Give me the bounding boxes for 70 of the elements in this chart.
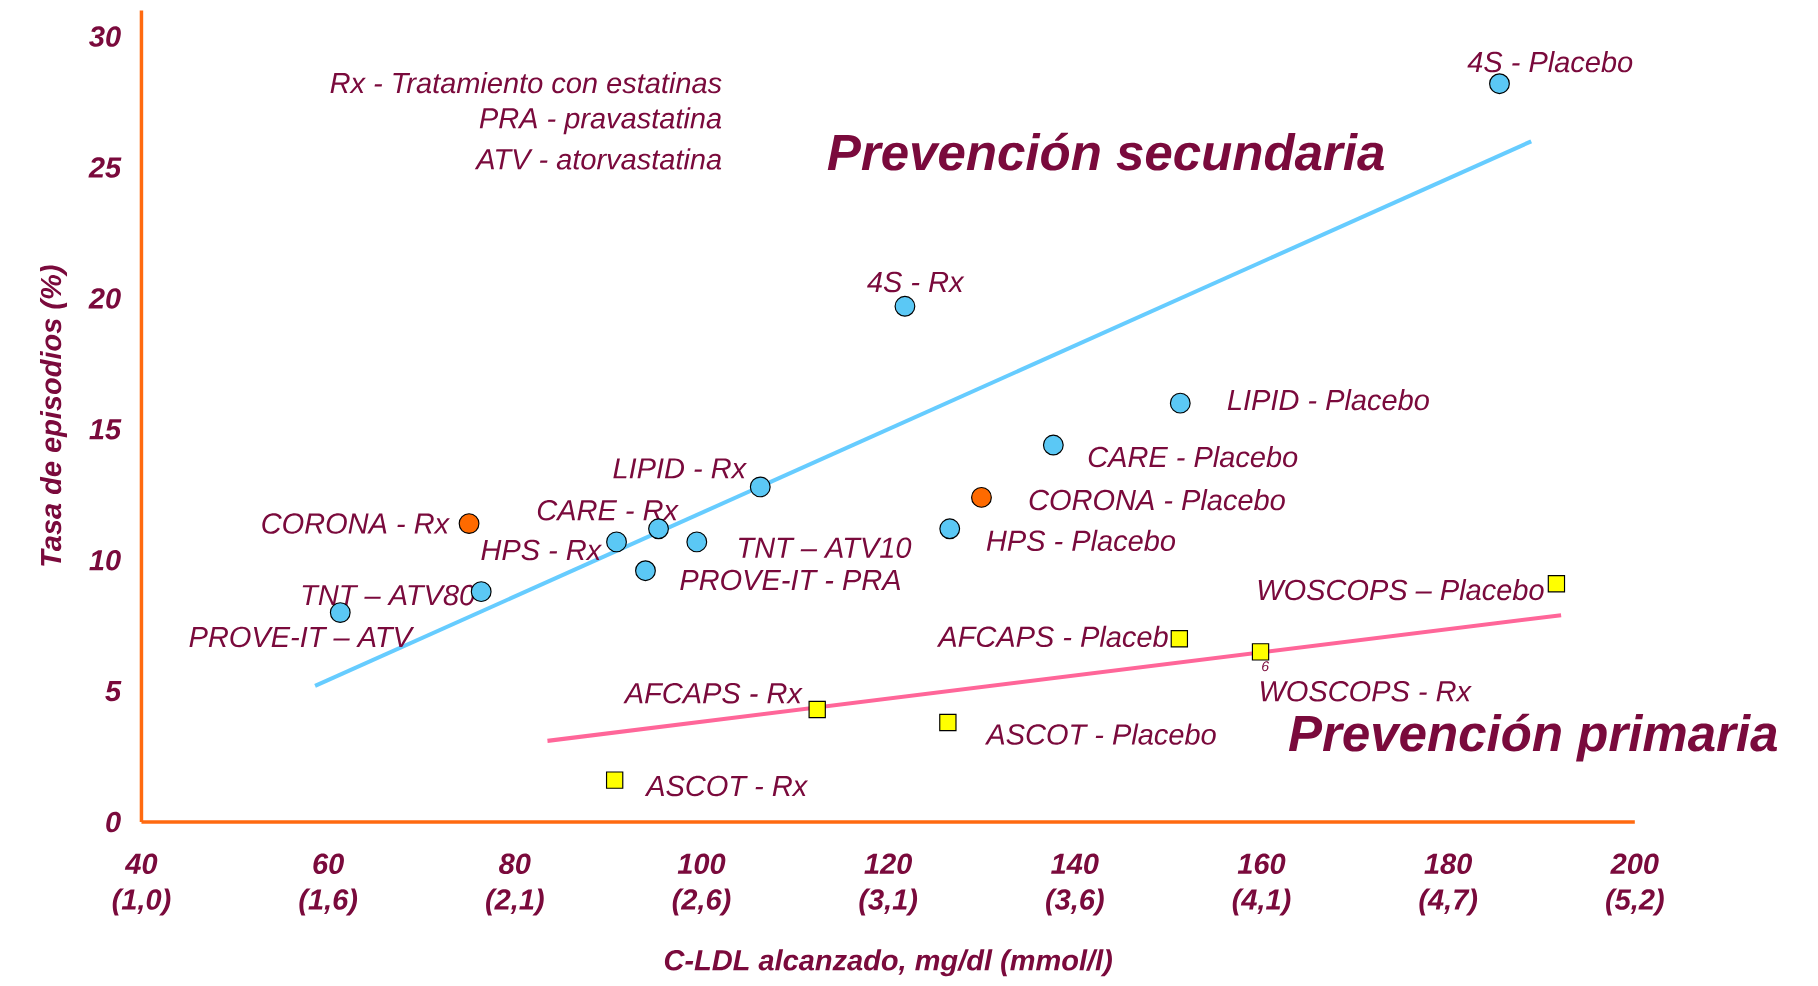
y-axis-title: Tasa de episodios (%) bbox=[39, 265, 68, 567]
text: (2,1) bbox=[486, 888, 544, 916]
y-tick-label: 0 bbox=[106, 812, 121, 833]
annotation: AFCAPS - Placeb bbox=[936, 626, 1168, 648]
text: (4,7) bbox=[1419, 888, 1478, 916]
annotation: HPS - Placebo bbox=[986, 529, 1176, 552]
annotation: ASCOT - Rx bbox=[644, 775, 809, 797]
annotation: PRA - pravastatina bbox=[479, 107, 722, 135]
x-tick-label: 80 bbox=[499, 853, 531, 875]
annotation: LIPID - Placebo bbox=[1227, 389, 1429, 411]
annotation: Prevención primaria bbox=[1288, 713, 1777, 762]
point bbox=[1042, 434, 1064, 456]
annotation: Prevención secundaria bbox=[827, 132, 1384, 171]
annotation: 4S - Rx bbox=[867, 271, 965, 293]
point bbox=[1251, 643, 1270, 661]
annotation: LIPID - Rx bbox=[613, 458, 747, 479]
annotation: Rx - Tratamiento con estatinas bbox=[330, 72, 722, 94]
point bbox=[686, 531, 708, 553]
annotation: WOSCOPS - Rx bbox=[1260, 681, 1472, 702]
y-tick-label: 30 bbox=[89, 26, 121, 48]
annotation: HPS - Rx bbox=[481, 539, 603, 561]
point bbox=[1489, 73, 1510, 95]
text: (1,0) bbox=[112, 888, 171, 916]
text: (3,1) bbox=[859, 888, 918, 916]
y-tick-label: 5 bbox=[105, 681, 122, 702]
x-axis-title: C-LDL alcanzado, mg/dl (mmol/l) bbox=[664, 949, 1112, 977]
y-tick-label: 20 bbox=[88, 288, 121, 309]
x-tick-label: 120 bbox=[864, 853, 913, 875]
text: (3,6) bbox=[1046, 888, 1104, 916]
point bbox=[1547, 575, 1566, 593]
point bbox=[749, 476, 771, 498]
point bbox=[1169, 392, 1191, 414]
point bbox=[606, 531, 627, 553]
text: (4,1) bbox=[1232, 888, 1291, 916]
annotation: CORONA - Rx bbox=[262, 513, 450, 535]
y-tick-label: 15 bbox=[89, 419, 122, 440]
annotation: PROVE-IT – ATV bbox=[189, 626, 415, 648]
x-tick-label: 180 bbox=[1424, 853, 1473, 875]
annotation: TNT – ATV80 bbox=[302, 585, 475, 606]
y-tick-label: 10 bbox=[89, 550, 121, 571]
annotation: CARE - Rx bbox=[537, 500, 679, 521]
annotation: 6 bbox=[1262, 661, 1270, 672]
text: (5,2) bbox=[1606, 888, 1664, 916]
x-tick-label: 40 bbox=[124, 853, 158, 875]
point bbox=[1170, 630, 1189, 648]
point bbox=[808, 701, 826, 719]
point bbox=[605, 771, 624, 790]
annotation: PROVE-IT - PRA bbox=[680, 569, 900, 591]
annotation: ATV - atorvastatina bbox=[474, 148, 722, 170]
annotation: TNT – ATV10 bbox=[739, 537, 912, 559]
x-tick-label: 200 bbox=[1610, 853, 1659, 875]
point bbox=[458, 513, 480, 535]
point bbox=[939, 518, 961, 540]
annotation: AFCAPS - Rx bbox=[623, 683, 803, 704]
annotation: WOSCOPS – Placebo bbox=[1258, 579, 1544, 601]
point bbox=[939, 714, 957, 732]
annotation: ASCOT - Placebo bbox=[984, 723, 1216, 746]
x-tick-label: 60 bbox=[313, 853, 344, 875]
x-tick-label: 160 bbox=[1237, 853, 1286, 875]
annotation: CARE - Placebo bbox=[1088, 446, 1298, 468]
annotation: CORONA - Placebo bbox=[1029, 489, 1285, 511]
point bbox=[635, 560, 656, 582]
x-tick-label: 100 bbox=[677, 853, 726, 875]
point bbox=[971, 487, 992, 509]
point bbox=[894, 296, 916, 317]
x-tick-label: 140 bbox=[1051, 853, 1099, 875]
annotation: 4S - Placebo bbox=[1467, 51, 1633, 73]
text: (1,6) bbox=[299, 888, 358, 916]
y-tick-label: 25 bbox=[88, 157, 122, 179]
text: (2,6) bbox=[672, 888, 731, 916]
